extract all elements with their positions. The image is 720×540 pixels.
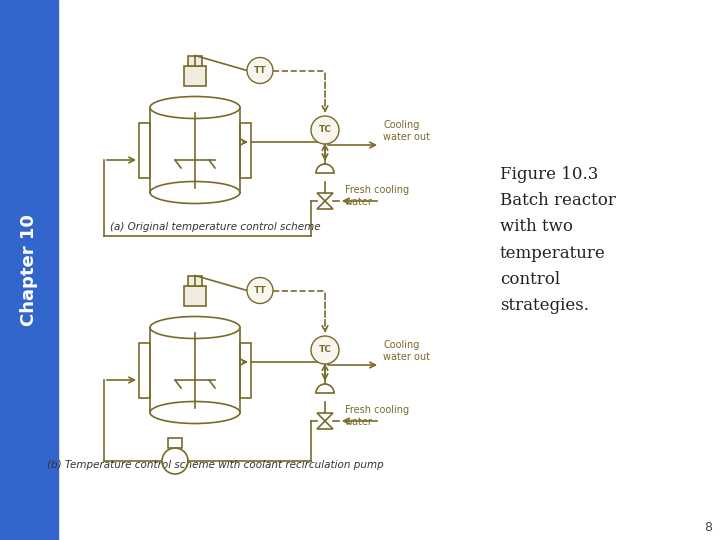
Bar xyxy=(188,56,202,65)
Circle shape xyxy=(247,57,273,84)
Bar xyxy=(0,0,58,540)
Text: TT: TT xyxy=(253,66,266,75)
Circle shape xyxy=(247,278,273,303)
Text: TC: TC xyxy=(318,346,331,354)
Text: Cooling
water out: Cooling water out xyxy=(383,340,430,362)
Bar xyxy=(184,286,206,306)
Text: (a) Original temperature control scheme: (a) Original temperature control scheme xyxy=(109,222,320,233)
Text: Chapter 10: Chapter 10 xyxy=(20,214,38,326)
Bar xyxy=(139,123,150,178)
Circle shape xyxy=(311,336,339,364)
Bar xyxy=(184,65,206,85)
Text: Fresh cooling
water: Fresh cooling water xyxy=(345,185,409,207)
Circle shape xyxy=(311,116,339,144)
Text: 8: 8 xyxy=(704,521,712,534)
Text: Fresh cooling
water: Fresh cooling water xyxy=(345,405,409,427)
Bar xyxy=(240,342,251,397)
Bar xyxy=(188,275,202,286)
Bar xyxy=(139,342,150,397)
Bar xyxy=(168,438,182,448)
Text: (b) Temperature control scheme with coolant recirculation pump: (b) Temperature control scheme with cool… xyxy=(47,461,383,470)
Text: Cooling
water out: Cooling water out xyxy=(383,120,430,142)
Text: TT: TT xyxy=(253,286,266,295)
Text: TC: TC xyxy=(318,125,331,134)
Bar xyxy=(240,123,251,178)
Text: Figure 10.3
Batch reactor
with two
temperature
control
strategies.: Figure 10.3 Batch reactor with two tempe… xyxy=(500,166,616,314)
